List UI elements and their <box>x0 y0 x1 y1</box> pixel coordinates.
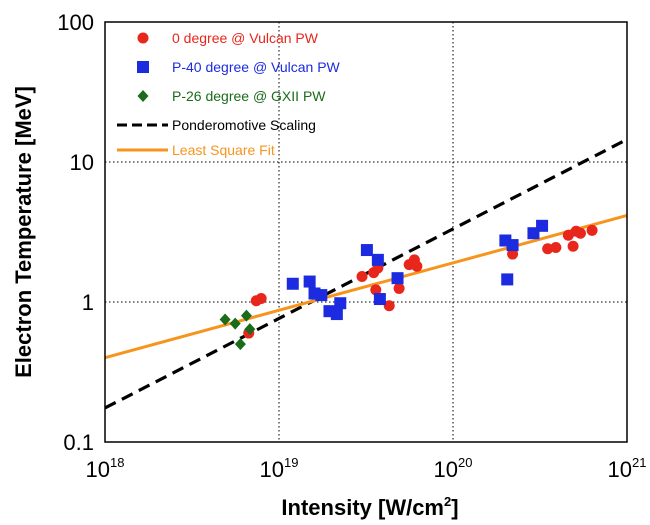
data-point-square <box>536 219 549 232</box>
data-point-circle <box>574 227 586 239</box>
legend-item: P-26 degree @ GXII PW <box>137 88 326 104</box>
data-point-circle <box>137 32 149 44</box>
data-point-diamond <box>240 309 252 322</box>
legend-label: Least Square Fit <box>172 142 275 158</box>
data-point-circle <box>370 284 382 296</box>
x-axis-title: Intensity [W/cm2] <box>281 494 458 520</box>
data-point-square <box>286 277 299 290</box>
data-point-circle <box>567 240 579 252</box>
x-tick-label: 1020 <box>434 455 473 482</box>
data-point-square <box>391 272 404 285</box>
data-point-circle <box>586 224 598 236</box>
data-point-square <box>137 61 149 73</box>
legend-label: P-26 degree @ GXII PW <box>172 88 326 104</box>
grid <box>105 22 627 442</box>
legend-label: Ponderomotive Scaling <box>172 117 316 133</box>
data-point-diamond <box>244 323 256 336</box>
y-tick-label: 10 <box>70 150 94 175</box>
x-axis-title-sup: 2 <box>444 494 451 509</box>
data-point-circle <box>550 242 562 254</box>
legend-item: P-40 degree @ Vulcan PW <box>137 59 341 75</box>
data-point-square <box>334 297 347 310</box>
legend-label: P-40 degree @ Vulcan PW <box>172 59 341 75</box>
y-tick-label: 0.1 <box>63 430 94 455</box>
data-point-circle <box>356 271 368 283</box>
y-tick-label: 1 <box>82 290 94 315</box>
legend-label: 0 degree @ Vulcan PW <box>172 30 319 46</box>
y-tick-labels: 0.1 1 10 100 <box>57 10 94 455</box>
y-tick-label: 100 <box>57 10 94 35</box>
data-point-circle <box>393 282 405 294</box>
data-point-square <box>371 253 384 266</box>
data-point-diamond <box>229 317 241 330</box>
x-tick-label: 1019 <box>260 455 299 482</box>
plot-frame <box>104 21 628 443</box>
data-point-square <box>360 244 373 257</box>
data-point-square <box>315 289 328 302</box>
data-point-diamond <box>219 313 231 326</box>
least-square-fit-line <box>104 214 628 360</box>
y-axis-title: Electron Temperature [MeV] <box>11 86 36 378</box>
x-tick-labels: 1018 1019 1020 1021 <box>86 455 647 482</box>
data-point-circle <box>411 260 423 272</box>
legend-item: Ponderomotive Scaling <box>117 117 316 133</box>
data-point-square <box>506 239 519 252</box>
data-point-diamond <box>234 338 246 351</box>
x-axis-title-main: Intensity [W/cm <box>281 495 444 520</box>
data-point-circle <box>255 292 267 304</box>
data-point-circle <box>383 300 395 312</box>
data-point-square <box>501 273 514 286</box>
data-point-square <box>373 293 386 306</box>
legend-item: 0 degree @ Vulcan PW <box>137 30 319 46</box>
data-point-circle <box>507 248 519 260</box>
data-point-circle <box>542 243 554 255</box>
x-axis-title-end: ] <box>451 495 458 520</box>
x-tick-label: 1021 <box>608 455 647 482</box>
data-points <box>219 219 598 351</box>
legend: 0 degree @ Vulcan PW P-40 degree @ Vulcan… <box>117 30 341 158</box>
data-point-diamond <box>137 90 149 102</box>
legend-item: Least Square Fit <box>117 142 275 158</box>
data-point-square <box>330 308 343 321</box>
x-tick-label: 1018 <box>86 455 125 482</box>
data-point-square <box>303 275 316 288</box>
